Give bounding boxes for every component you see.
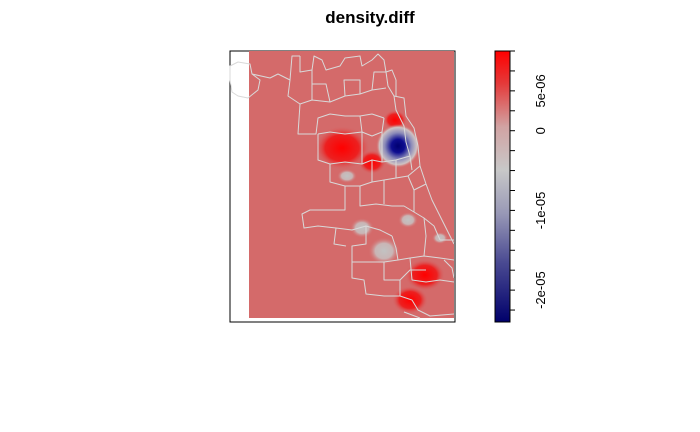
colorbar: 5e-06 0 -1e-05 -2e-05 (494, 50, 548, 323)
hotspot-neutral (350, 218, 374, 238)
density-hotspots (314, 110, 448, 314)
colorbar-tick-label: 5e-06 (533, 74, 548, 107)
hotspot-neutral (337, 169, 357, 183)
hotspot-positive (405, 259, 445, 291)
hotspot-negative (376, 124, 420, 168)
colorbar-gradient (494, 50, 511, 323)
hotspot-positive (314, 126, 370, 170)
map-title: density.diff (325, 8, 415, 27)
community-boundaries (229, 53, 455, 319)
colorbar-tick-label: -2e-05 (533, 271, 548, 309)
colorbar-tick-label: -1e-05 (533, 192, 548, 230)
colorbar-tick-label: 0 (533, 127, 548, 134)
hotspot-neutral (432, 232, 448, 244)
hotspot-neutral (398, 212, 418, 228)
hotspot-positive (392, 286, 428, 314)
hotspot-neutral (368, 237, 400, 265)
colorbar-ticks: 5e-06 0 -1e-05 -2e-05 (510, 50, 548, 311)
